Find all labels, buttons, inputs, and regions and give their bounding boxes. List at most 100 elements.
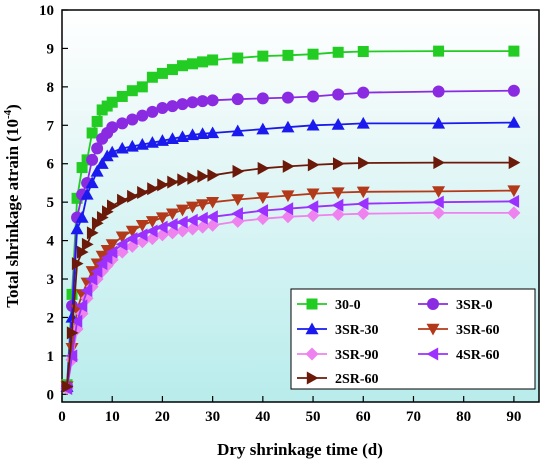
legend-marker — [305, 322, 319, 335]
data-point — [155, 220, 168, 234]
series-4SR-60 — [60, 194, 520, 396]
x-tick-label: 70 — [406, 409, 421, 425]
legend-label: 3SR-30 — [335, 323, 379, 338]
data-point — [358, 156, 370, 170]
data-point — [231, 207, 243, 221]
y-tick-label: 5 — [47, 195, 55, 211]
data-point — [115, 237, 128, 251]
data-point — [256, 122, 270, 135]
data-point — [135, 228, 148, 242]
data-point — [356, 116, 370, 129]
legend-item: 3SR-90 — [297, 347, 379, 363]
data-point — [137, 186, 149, 200]
legend-label: 2SR-60 — [335, 372, 379, 387]
data-point — [95, 157, 109, 169]
data-point — [155, 212, 169, 225]
data-point — [432, 206, 446, 220]
data-point — [281, 120, 295, 133]
y-tick-label: 0 — [47, 387, 55, 403]
data-point — [356, 207, 370, 221]
data-point — [147, 182, 159, 196]
data-point — [281, 202, 294, 216]
data-point — [357, 46, 369, 58]
data-point — [177, 173, 190, 187]
data-point — [95, 257, 108, 271]
data-point — [306, 200, 319, 214]
data-point — [432, 116, 446, 129]
data-point — [146, 105, 159, 118]
data-point — [80, 284, 93, 298]
series-2SR-60 — [61, 156, 521, 394]
data-point — [206, 210, 218, 224]
data-point — [432, 195, 444, 209]
data-point — [186, 96, 199, 109]
data-point — [176, 204, 190, 217]
data-point — [433, 45, 445, 57]
series-line — [66, 121, 514, 387]
data-point — [156, 67, 168, 79]
legend-item: 30-0 — [297, 298, 361, 313]
data-point — [196, 220, 210, 234]
data-point — [307, 158, 320, 172]
data-point — [186, 213, 198, 227]
legend-item: 3SR-60 — [418, 323, 500, 338]
data-point — [166, 100, 179, 113]
data-point — [257, 161, 270, 175]
data-point — [165, 132, 179, 144]
data-point — [196, 199, 210, 211]
data-point — [432, 85, 445, 98]
data-point — [86, 127, 98, 139]
data-point — [176, 215, 188, 229]
data-point — [256, 192, 270, 205]
legend-item: 3SR-0 — [418, 298, 493, 313]
data-point — [231, 124, 245, 137]
data-point — [433, 156, 446, 170]
series-3SR-30 — [60, 116, 521, 392]
data-point — [186, 128, 200, 141]
y-tick-label: 6 — [47, 157, 55, 173]
legend-label: 4SR-60 — [456, 348, 500, 363]
data-point — [432, 186, 446, 198]
data-point — [100, 244, 114, 257]
tick-labels: 0 10 20 30 40 50 60 70 80 90 0 1 2 3 4 5 6 7 8 9 10 — [39, 3, 521, 425]
legend-box — [290, 288, 536, 390]
data-point — [281, 190, 295, 203]
data-point — [95, 250, 109, 263]
data-point — [135, 220, 149, 232]
data-point — [125, 232, 138, 246]
data-point — [155, 134, 169, 146]
data-point — [307, 90, 320, 103]
data-point — [86, 153, 99, 166]
data-point — [106, 121, 119, 134]
data-point — [256, 92, 269, 105]
legend-marker — [427, 298, 439, 310]
data-point — [257, 50, 269, 62]
data-point — [206, 126, 220, 139]
series-layer — [60, 45, 521, 396]
y-axis-title: Total shrinkage atrain (10-4) — [2, 104, 22, 308]
data-point — [507, 206, 521, 220]
y-tick-label: 3 — [47, 272, 55, 288]
data-point — [207, 168, 220, 182]
data-point — [116, 90, 128, 102]
data-point — [75, 211, 89, 223]
data-point — [306, 118, 320, 131]
data-point — [65, 349, 78, 363]
legend-item: 2SR-60 — [297, 371, 379, 387]
data-point — [507, 194, 520, 208]
data-point — [157, 178, 169, 192]
data-point — [100, 251, 113, 265]
data-point — [106, 96, 118, 108]
data-point — [232, 52, 244, 64]
x-tick-label: 50 — [306, 409, 321, 425]
data-point — [186, 222, 200, 236]
data-point — [177, 60, 189, 72]
data-point — [145, 224, 158, 238]
data-point — [70, 314, 83, 328]
data-point — [126, 113, 139, 126]
axis-ticks — [61, 9, 515, 402]
y-tick-label: 2 — [47, 310, 55, 326]
data-point — [186, 201, 200, 214]
data-point — [105, 239, 119, 251]
